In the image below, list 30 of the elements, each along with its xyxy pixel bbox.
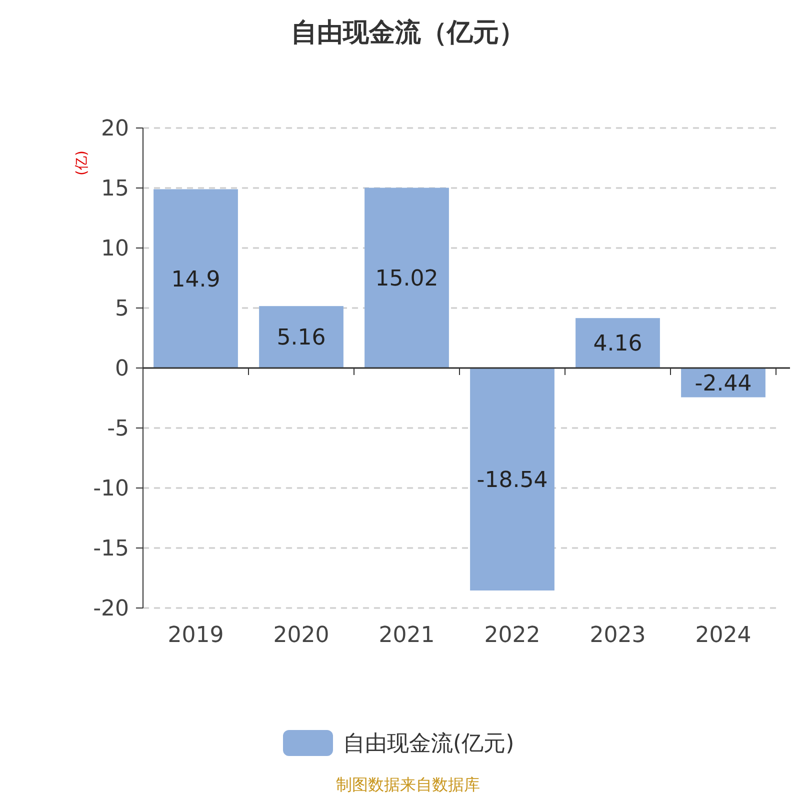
y-tick-label: -10 bbox=[93, 476, 129, 502]
data-label: -2.44 bbox=[694, 371, 752, 396]
y-tick-label: -5 bbox=[107, 416, 129, 442]
legend-label: 自由现金流(亿元) bbox=[343, 732, 514, 757]
y-tick-label: 15 bbox=[101, 176, 129, 202]
y-tick-label: -15 bbox=[93, 536, 129, 562]
x-tick-label: 2022 bbox=[484, 623, 540, 648]
bar bbox=[364, 188, 449, 368]
data-label: 15.02 bbox=[375, 266, 438, 292]
y-tick-label: 10 bbox=[101, 236, 129, 262]
bar bbox=[259, 306, 344, 368]
text: 制图数据来自数据库 bbox=[336, 775, 480, 794]
bar bbox=[154, 189, 238, 368]
bar bbox=[470, 368, 554, 590]
x-tick-label: 2023 bbox=[590, 623, 646, 648]
y-tick-label: -20 bbox=[93, 596, 129, 622]
y-tick-label: 20 bbox=[101, 116, 129, 142]
chart-title: 自由现金流（亿元） bbox=[291, 18, 525, 48]
x-tick-label: 2024 bbox=[695, 623, 752, 648]
x-tick-label: 2020 bbox=[273, 623, 330, 648]
data-label: -18.54 bbox=[476, 468, 548, 493]
y-tick-label: 0 bbox=[115, 356, 129, 382]
x-tick-label: 2021 bbox=[378, 623, 435, 648]
bar bbox=[576, 318, 660, 368]
x-tick-label: 2019 bbox=[168, 623, 224, 648]
data-label: 5.16 bbox=[276, 326, 326, 351]
y-axis-title: (亿) bbox=[74, 150, 90, 176]
y-tick-label: 5 bbox=[115, 296, 129, 322]
data-label: 4.16 bbox=[593, 332, 642, 357]
data-label: 14.9 bbox=[171, 267, 220, 292]
